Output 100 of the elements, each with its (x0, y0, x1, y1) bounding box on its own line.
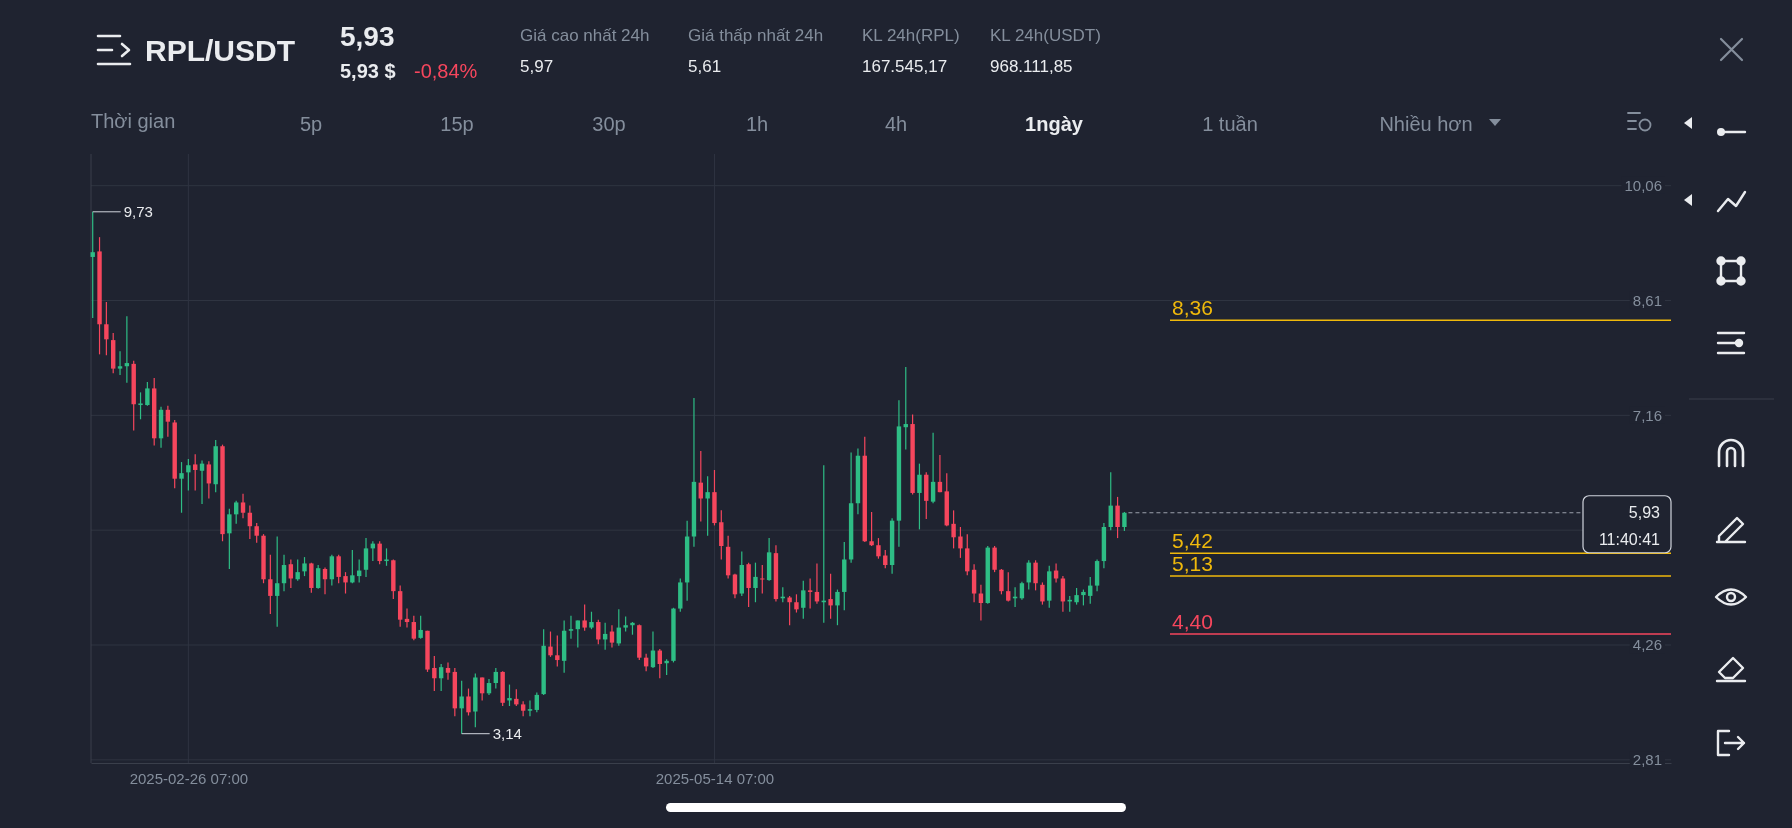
text: 5p (299, 113, 323, 135)
candlestick (835, 588, 840, 626)
candlestick (965, 533, 970, 576)
candlestick (609, 624, 615, 648)
text: Nhiều hơn (1379, 113, 1473, 135)
candlestick (138, 391, 143, 420)
annotation: 9,73 (123, 202, 153, 220)
candlestick (432, 655, 437, 692)
candlestick (268, 554, 273, 615)
candlestick (233, 500, 239, 525)
candlestick (302, 556, 307, 577)
candlestick (992, 545, 997, 573)
ref-line-label: 5,13 (1172, 552, 1213, 576)
text: 1 tuần (1202, 113, 1258, 135)
candlestick (227, 508, 232, 570)
candlestick (1019, 581, 1025, 601)
ref-line-label: 4,40 (1172, 609, 1213, 633)
candlestick (828, 573, 833, 620)
ref-line-label: 8,36 (1172, 296, 1213, 320)
candlestick (104, 301, 109, 356)
candlestick (869, 511, 874, 547)
candlestick (117, 350, 123, 376)
text: Thời gian (91, 110, 176, 132)
candlestick (1122, 511, 1127, 532)
text: 4h (884, 113, 908, 135)
text: 1ngày (1025, 113, 1084, 135)
text: 5,93 $ (340, 60, 396, 82)
text: KL 24h(RPL) (862, 26, 960, 45)
text: 968.111,85 (990, 57, 1073, 76)
text: -0,84% (414, 60, 478, 82)
candlestick (343, 571, 348, 595)
text: Giá thấp nhất 24h (688, 26, 824, 45)
candlestick (329, 554, 335, 587)
candlestick (165, 405, 171, 438)
candlestick (787, 595, 792, 626)
candlestick (582, 604, 587, 632)
candlestick (186, 458, 191, 492)
candlestick (445, 661, 451, 681)
y-tick-label: 10,06 (1624, 176, 1662, 194)
text: 15p (440, 113, 474, 135)
y-tick-label: 7,16 (1632, 406, 1662, 424)
text: KL 24h(USDT) (990, 26, 1101, 45)
candlestick (438, 663, 444, 692)
candlestick (930, 432, 936, 504)
text: 1h (745, 113, 769, 135)
ref-line-label: 5,42 (1172, 529, 1213, 553)
candlestick (1060, 575, 1066, 613)
text: 5,93 (340, 21, 395, 52)
text: Giá cao nhất 24h (520, 26, 650, 45)
annotation: 3,14 (492, 724, 522, 742)
candlestick (705, 475, 710, 537)
text: 5,97 (520, 57, 554, 76)
candlestick (145, 381, 150, 407)
candlestick (411, 615, 417, 641)
candlestick (199, 459, 205, 505)
candlestick (596, 619, 601, 645)
candlestick (479, 676, 485, 702)
candlestick (801, 580, 806, 620)
candlestick (794, 593, 799, 614)
y-tick-label: 2,81 (1632, 751, 1662, 769)
candlestick (240, 493, 246, 519)
candlestick (746, 562, 751, 608)
candlestick (548, 630, 553, 658)
text: 30p (592, 113, 626, 135)
candlestick (418, 615, 423, 640)
candlestick (206, 460, 212, 500)
candlestick (493, 667, 499, 690)
candlestick (295, 558, 300, 582)
candlestick (876, 537, 881, 560)
x-tick-label: 2025-02-26 07:00 (129, 769, 249, 787)
candlestick (534, 691, 540, 713)
candlestick (958, 526, 963, 559)
candlestick (1040, 581, 1045, 606)
candlestick (193, 453, 198, 492)
candlestick (807, 577, 813, 610)
candlestick (917, 463, 922, 530)
candlestick (466, 687, 471, 717)
annotation: 11:40:41 (1598, 530, 1661, 548)
candlestick (1033, 559, 1038, 591)
candlestick (507, 684, 512, 707)
candlestick (1115, 496, 1120, 539)
candlestick (999, 568, 1004, 595)
candlestick (760, 564, 765, 595)
candlestick (1006, 571, 1011, 603)
candlestick (363, 537, 369, 578)
candlestick (719, 509, 724, 561)
candlestick (527, 699, 533, 717)
candlestick (568, 615, 574, 640)
candlestick (336, 554, 341, 584)
candlestick (90, 211, 95, 319)
candlestick (315, 564, 321, 590)
candlestick (179, 461, 184, 514)
text: 167.545,17 (862, 57, 948, 76)
candlestick (350, 549, 355, 584)
x-tick-label: 2025-05-14 07:00 (655, 769, 775, 787)
candlestick (274, 535, 280, 628)
candlestick (575, 619, 581, 648)
candlestick (951, 509, 956, 549)
candlestick (971, 563, 977, 603)
candlestick (459, 680, 464, 735)
